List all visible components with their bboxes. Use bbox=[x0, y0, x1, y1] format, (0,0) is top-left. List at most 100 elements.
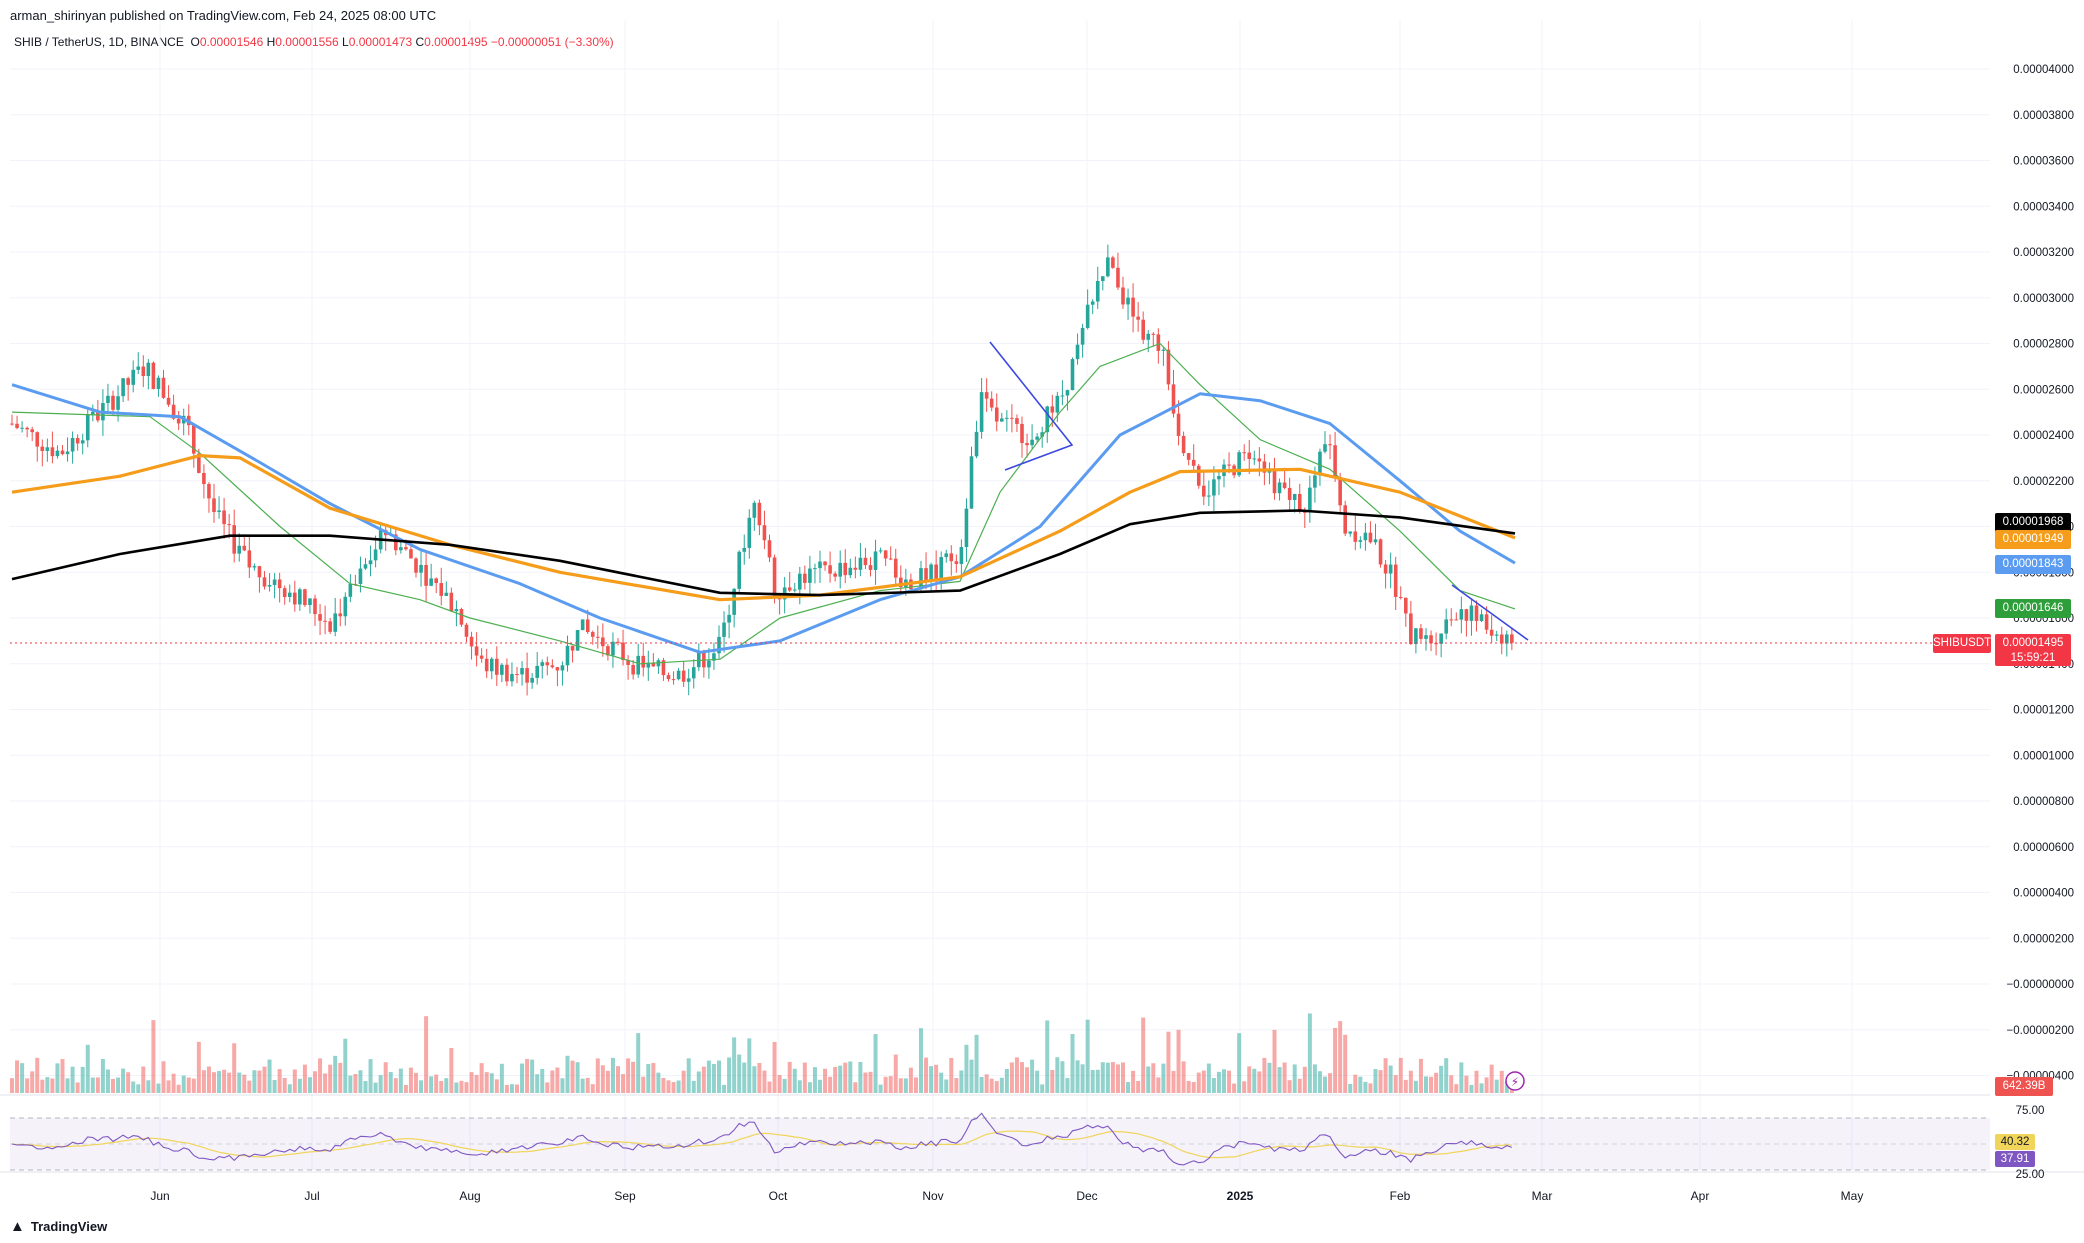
publish-credit: arman_shirinyan published on TradingView… bbox=[10, 8, 437, 23]
volume-bar bbox=[1474, 1070, 1479, 1093]
volume-bar bbox=[969, 1059, 974, 1093]
triangle-pattern-nov bbox=[989, 341, 1074, 471]
candle-body bbox=[772, 557, 777, 598]
volume-bar bbox=[1459, 1062, 1464, 1093]
candle-body bbox=[308, 598, 312, 605]
alert-lightning-icon: ⚡ bbox=[1505, 1071, 1525, 1091]
candle-body bbox=[601, 637, 605, 647]
candle-body bbox=[1313, 475, 1317, 488]
candle-body bbox=[484, 658, 489, 672]
volume-bar bbox=[242, 1074, 247, 1093]
time-axis[interactable]: Jun Jul Aug Sep Oct Nov Dec 2025 Feb Mar Apr May bbox=[150, 1189, 1863, 1203]
candle-body bbox=[474, 646, 479, 656]
volume-bar bbox=[1075, 1060, 1080, 1093]
volume-bar bbox=[1156, 1077, 1161, 1093]
volume-bar bbox=[121, 1068, 126, 1093]
volume-bar bbox=[1418, 1058, 1423, 1093]
candle-body bbox=[1252, 458, 1257, 460]
candle-body bbox=[348, 583, 353, 597]
candle-body bbox=[252, 566, 257, 568]
time-tick-label: Aug bbox=[459, 1189, 480, 1203]
volume-bar bbox=[1449, 1075, 1454, 1093]
candle-body bbox=[1000, 418, 1004, 422]
volume-bar bbox=[863, 1072, 868, 1093]
candle-body bbox=[1141, 319, 1145, 340]
candle-body bbox=[828, 565, 832, 574]
candle-body bbox=[964, 508, 969, 547]
volume-bar bbox=[146, 1080, 151, 1093]
candle-body bbox=[808, 568, 812, 583]
volume-bar bbox=[469, 1072, 474, 1093]
candle-body bbox=[949, 553, 954, 562]
price-tick-label: 0.00000400 bbox=[2013, 888, 2074, 900]
candle-body bbox=[106, 395, 110, 404]
rsi-lower-label: 25.00 bbox=[2016, 1169, 2045, 1181]
tradingview-logo[interactable]: ▲ TradingView bbox=[10, 1218, 107, 1235]
candle-body bbox=[1469, 605, 1474, 621]
candle-body bbox=[1080, 327, 1085, 345]
volume-bar bbox=[1196, 1072, 1201, 1093]
candle-body bbox=[616, 641, 620, 643]
candle-body bbox=[141, 366, 146, 377]
volume-bar bbox=[1166, 1031, 1171, 1093]
volume-bar bbox=[903, 1078, 908, 1093]
candle-body bbox=[833, 573, 837, 577]
moving-average-lines bbox=[11, 342, 1516, 665]
candle-body bbox=[1247, 452, 1252, 459]
volume-bar bbox=[459, 1080, 464, 1093]
candle-body bbox=[454, 609, 459, 612]
time-tick-label: Jun bbox=[150, 1189, 169, 1203]
candle-body bbox=[1126, 297, 1130, 305]
volume-bar bbox=[50, 1078, 55, 1093]
candle-body bbox=[1318, 451, 1322, 476]
volume-bar bbox=[1237, 1033, 1242, 1093]
candle-body bbox=[1212, 479, 1216, 496]
volume-bar bbox=[504, 1084, 509, 1093]
volume-bar bbox=[1398, 1057, 1403, 1093]
time-tick-label: Jul bbox=[304, 1189, 319, 1203]
candle-body bbox=[70, 437, 75, 452]
volume-bar bbox=[414, 1072, 418, 1093]
volume-bar bbox=[782, 1078, 787, 1093]
volume-bar bbox=[1317, 1071, 1322, 1093]
volume-bar bbox=[252, 1070, 257, 1093]
volume-bar bbox=[126, 1072, 131, 1093]
candle-body bbox=[798, 573, 802, 590]
volume-bar bbox=[1105, 1062, 1110, 1093]
candle-body bbox=[1444, 619, 1448, 634]
volume-bar bbox=[429, 1076, 434, 1093]
volume-bar bbox=[348, 1075, 353, 1093]
candle-body bbox=[156, 377, 161, 389]
candle-body bbox=[1292, 493, 1297, 500]
volume-bar bbox=[722, 1084, 727, 1093]
candle-body bbox=[596, 636, 600, 638]
candle-body bbox=[1020, 423, 1024, 444]
volume-bar bbox=[383, 1062, 388, 1093]
time-tick-label: Feb bbox=[1390, 1189, 1411, 1203]
volume-bar bbox=[717, 1060, 721, 1093]
candle-body bbox=[293, 592, 297, 605]
candle-body bbox=[1095, 281, 1100, 302]
candle-body bbox=[40, 446, 45, 452]
volume-bar bbox=[439, 1080, 444, 1093]
volume-bar bbox=[45, 1077, 50, 1093]
volume-bar bbox=[247, 1080, 252, 1093]
candle-body bbox=[570, 645, 575, 651]
candle-body bbox=[80, 440, 85, 444]
candle-body bbox=[1176, 413, 1181, 436]
candle-body bbox=[1121, 287, 1125, 305]
candle-body bbox=[469, 636, 474, 647]
volume-bar bbox=[600, 1065, 605, 1093]
time-tick-label: Dec bbox=[1076, 1189, 1097, 1203]
candle-body bbox=[505, 664, 509, 682]
volume-bar bbox=[408, 1067, 413, 1093]
volume-bar bbox=[828, 1076, 833, 1093]
candle-body bbox=[823, 561, 827, 566]
candle-body bbox=[328, 621, 332, 632]
volume-bar bbox=[959, 1070, 964, 1093]
volume-bar bbox=[90, 1077, 95, 1093]
volume-bar bbox=[489, 1073, 494, 1093]
volume-bar bbox=[696, 1071, 701, 1093]
volume-bar bbox=[792, 1068, 797, 1093]
